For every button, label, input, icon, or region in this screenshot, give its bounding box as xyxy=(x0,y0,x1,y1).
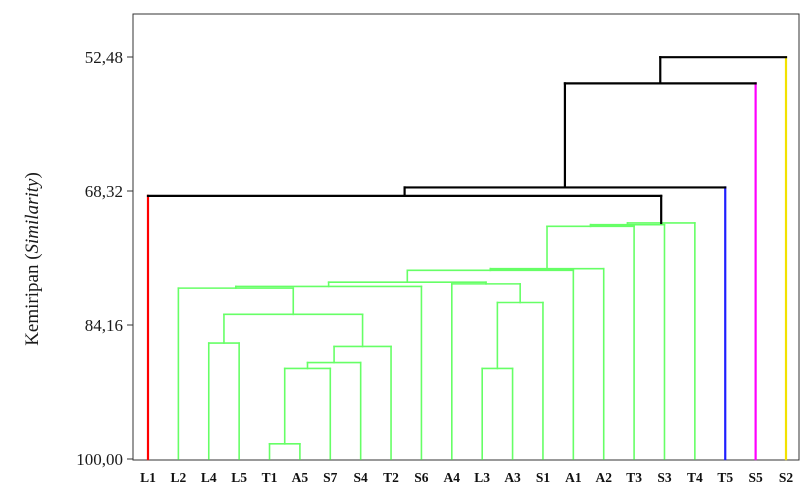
leaf-label-a5: A5 xyxy=(292,470,309,485)
y-tick-label: 68,32 xyxy=(85,182,123,201)
leaf-label-l4: L4 xyxy=(201,470,217,485)
leaf-label-s5: S5 xyxy=(748,470,763,485)
leaf-label-s1: S1 xyxy=(536,470,551,485)
leaf-label-a3: A3 xyxy=(504,470,521,485)
leaf-label-s6: S6 xyxy=(414,470,429,485)
y-tick-label: 84,16 xyxy=(85,316,123,335)
plot-frame xyxy=(132,13,800,461)
leaf-label-s3: S3 xyxy=(657,470,672,485)
leaf-label-a2: A2 xyxy=(595,470,612,485)
leaf-label-s2: S2 xyxy=(779,470,794,485)
leaf-label-a4: A4 xyxy=(444,470,461,485)
y-tick-label: 52,48 xyxy=(85,48,123,67)
leaf-label-t5: T5 xyxy=(717,470,733,485)
leaf-label-l5: L5 xyxy=(231,470,247,485)
leaf-label-t3: T3 xyxy=(626,470,642,485)
y-axis-title: Kemiripan (Similarity) xyxy=(22,172,43,346)
leaf-label-l3: L3 xyxy=(474,470,490,485)
dendrogram-links xyxy=(146,56,788,461)
leaf-labels: L1 L2 L4 L5 T1 A5 S7 S4 T2 S6 A4 L3 A3 S1 A1 A2 T3 S3 T4 T5… xyxy=(140,470,793,485)
leaf-label-s4: S4 xyxy=(354,470,369,485)
leaf-label-t4: T4 xyxy=(687,470,703,485)
leaf-label-t2: T2 xyxy=(383,470,399,485)
y-axis: 52,48 68,32 84,16 100,00 xyxy=(76,48,133,469)
y-tick-label: 100,00 xyxy=(76,450,123,469)
leaf-label-a1: A1 xyxy=(565,470,582,485)
leaf-label-l2: L2 xyxy=(170,470,186,485)
leaf-label-l1: L1 xyxy=(140,470,156,485)
leaf-label-t1: T1 xyxy=(262,470,278,485)
leaf-label-s7: S7 xyxy=(323,470,338,485)
